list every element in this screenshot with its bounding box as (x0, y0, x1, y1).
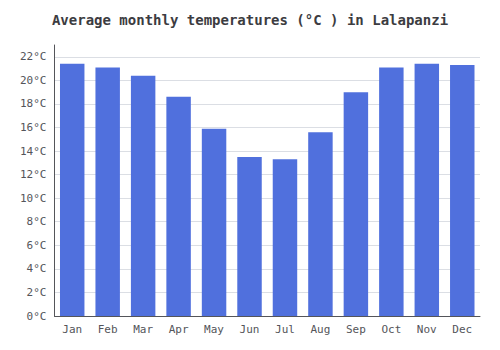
svg-text:0°C: 0°C (27, 310, 47, 323)
svg-text:Dec: Dec (452, 323, 472, 336)
svg-text:Sep: Sep (346, 323, 366, 336)
svg-text:6°C: 6°C (27, 239, 47, 252)
svg-text:Jan: Jan (62, 323, 82, 336)
svg-text:Jul: Jul (275, 323, 295, 336)
svg-text:12°C: 12°C (20, 168, 47, 181)
svg-text:18°C: 18°C (20, 97, 47, 110)
svg-text:Average monthly temperatures (: Average monthly temperatures (°C ) in La… (52, 12, 448, 28)
svg-text:Apr: Apr (169, 323, 189, 336)
svg-text:Jun: Jun (240, 323, 260, 336)
svg-text:10°C: 10°C (20, 192, 47, 205)
svg-text:2°C: 2°C (27, 286, 47, 299)
svg-text:16°C: 16°C (20, 121, 47, 134)
svg-text:Mar: Mar (133, 323, 153, 336)
svg-text:May: May (204, 323, 224, 336)
svg-text:8°C: 8°C (27, 215, 47, 228)
svg-text:Feb: Feb (98, 323, 118, 336)
svg-text:20°C: 20°C (20, 74, 47, 87)
svg-text:4°C: 4°C (27, 262, 47, 275)
svg-text:22°C: 22°C (20, 50, 47, 63)
svg-text:Oct: Oct (381, 323, 401, 336)
svg-text:Aug: Aug (310, 323, 330, 336)
svg-text:14°C: 14°C (20, 145, 47, 158)
svg-text:Nov: Nov (417, 323, 437, 336)
